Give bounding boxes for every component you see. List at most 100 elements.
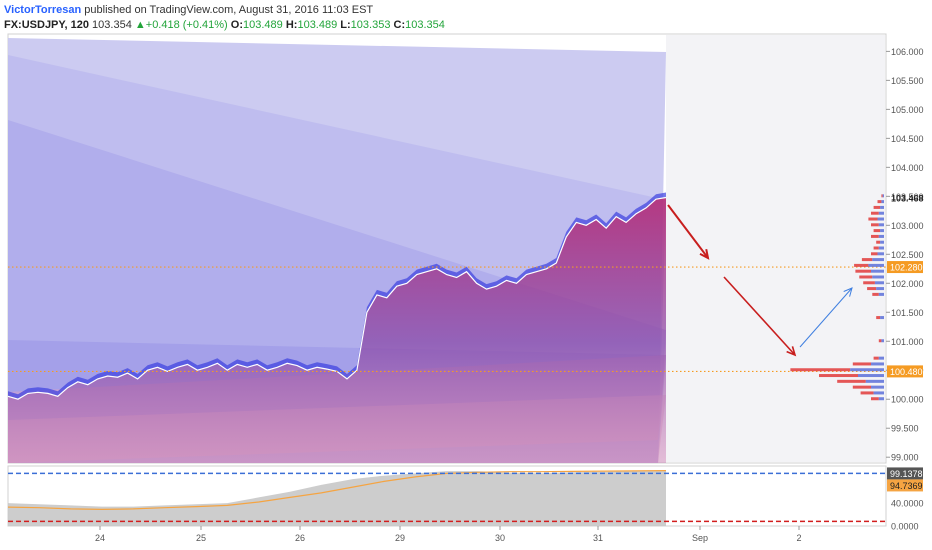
x-tick-label: 31 <box>593 533 603 543</box>
osc-hidden-label: 99.1378 <box>890 469 923 479</box>
y-tick-label: 103.500 <box>891 192 924 202</box>
vp-bar-down <box>873 246 879 250</box>
x-tick-label: 29 <box>395 533 405 543</box>
vp-bar-down <box>861 258 873 262</box>
vp-bar-up <box>850 368 884 372</box>
low-label: L: <box>340 19 351 31</box>
y-tick-label: 103.000 <box>891 221 924 231</box>
vp-bar-up <box>871 362 884 366</box>
vp-bar-down <box>876 316 881 320</box>
chart-header: VictorTorresan published on TradingView.… <box>0 0 932 34</box>
y-tick-label: 105.000 <box>891 105 924 115</box>
vp-bar-down <box>854 263 869 267</box>
price-axis[interactable]: 99.00099.500100.000100.500101.000101.500… <box>886 47 924 532</box>
x-tick-label: Sep <box>692 533 708 543</box>
vp-bar-down <box>819 374 858 378</box>
blue-arrow[interactable] <box>799 287 853 348</box>
vp-bar-down <box>871 223 879 227</box>
osc-hidden-tag <box>887 467 923 480</box>
osc-tick-label: 40.0000 <box>891 499 924 509</box>
level-price-label: 100.480 <box>890 367 923 377</box>
oscillator-line <box>7 470 667 511</box>
blue-arrow-head <box>843 287 853 297</box>
vp-bar-up <box>878 211 884 215</box>
x-tick-label: 30 <box>495 533 505 543</box>
y-tick-label: 102.000 <box>891 279 924 289</box>
oscillator-pane <box>7 470 886 526</box>
level-price-tag <box>887 261 923 274</box>
level-price-label: 102.280 <box>890 263 923 273</box>
vp-bar-up <box>868 263 884 267</box>
vp-bar-up <box>872 275 884 279</box>
vp-bar-down <box>878 339 882 343</box>
x-tick-label: 26 <box>295 533 305 543</box>
vp-bar-up <box>872 258 884 262</box>
osc-current-tag <box>887 479 923 492</box>
vp-bar-down <box>837 379 866 383</box>
price-fill <box>8 197 666 463</box>
vp-bar-up <box>877 252 884 256</box>
vp-bar-down <box>863 281 875 285</box>
arrows <box>667 204 853 357</box>
x-tick-label: 25 <box>196 533 206 543</box>
vp-bar-down <box>868 217 878 221</box>
vp-bar-up <box>871 385 884 389</box>
low-value: 103.353 <box>350 19 391 31</box>
vp-bar-down <box>873 229 881 233</box>
osc-current-label: 94.7369 <box>890 481 923 491</box>
level-price-tag <box>887 365 923 378</box>
vp-bar-up <box>878 234 884 238</box>
vp-bar-down <box>859 275 873 279</box>
vp-bar-up <box>880 229 884 233</box>
y-tick-label: 99.000 <box>891 453 919 463</box>
x-tick-label: 2 <box>796 533 801 543</box>
y-tick-label: 99.500 <box>891 424 919 434</box>
close-label: C: <box>393 19 406 31</box>
vp-bar-down <box>852 385 871 389</box>
vp-bar-down <box>790 368 851 372</box>
price-change: +0.418 (+0.41%) <box>145 19 228 31</box>
y-tick-label: 105.500 <box>891 76 924 86</box>
red-arrow-2[interactable] <box>723 276 796 356</box>
author-link[interactable]: VictorTorresan <box>4 4 82 16</box>
symbol-line: FX:USDJPY, 120 103.354 ▲+0.418 (+0.41%) … <box>4 19 445 31</box>
future-area <box>666 35 885 462</box>
vp-bar-down <box>871 211 879 215</box>
osc-tick-label: 0.0000 <box>891 522 919 532</box>
vp-bar-up <box>877 217 884 221</box>
published-text: published on TradingView.com, August 31,… <box>84 4 374 16</box>
vp-bar-up <box>878 246 884 250</box>
volume-profile <box>790 194 884 401</box>
vp-bar-up <box>882 194 884 198</box>
vp-bar-down <box>871 397 879 401</box>
open-value: 103.489 <box>243 19 283 31</box>
y-tick-label: 101.000 <box>891 337 924 347</box>
oscillator-area <box>8 470 666 526</box>
vp-bar-up <box>865 379 884 383</box>
vp-bar-down <box>873 356 879 360</box>
symbol-label[interactable]: FX:USDJPY, 120 <box>4 19 89 31</box>
vp-bar-down <box>852 362 871 366</box>
red-arrow-1[interactable] <box>667 204 709 259</box>
y-tick-label: 104.000 <box>891 163 924 173</box>
close-value: 103.354 <box>405 19 445 31</box>
vp-bar-up <box>881 200 884 204</box>
time-axis[interactable]: 24 25 26 29 30 31 Sep 2 <box>95 526 802 543</box>
vp-bar-up <box>878 292 884 296</box>
vp-bar-down <box>860 391 874 395</box>
red-arrow-1-head <box>699 248 710 260</box>
red-arrow-2-head <box>786 346 797 357</box>
vp-bar-up <box>873 391 884 395</box>
y-tick-label: 104.500 <box>891 134 924 144</box>
vp-bar-up <box>871 269 884 273</box>
vp-bar-up <box>858 374 884 378</box>
vp-bar-up <box>881 339 884 343</box>
vp-bar-down <box>881 194 883 198</box>
open-label: O: <box>230 19 244 31</box>
vp-bar-down <box>873 205 881 209</box>
vp-bar-up <box>876 287 884 291</box>
vp-bar-up <box>878 356 884 360</box>
vp-bar-up <box>880 205 884 209</box>
y-tick-label: 101.500 <box>891 308 924 318</box>
